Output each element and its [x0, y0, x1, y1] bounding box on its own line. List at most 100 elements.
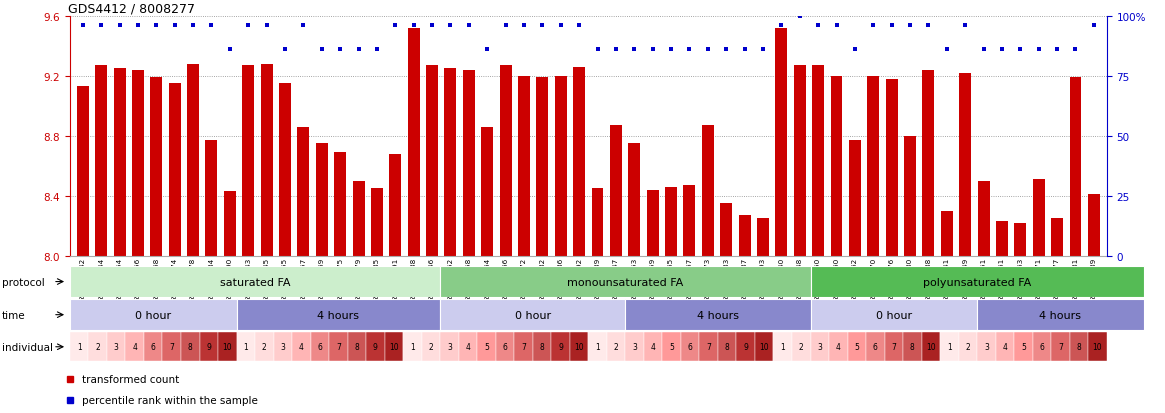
Bar [334, 153, 346, 256]
Point [73, 23, 92, 29]
Bar [403, 332, 422, 361]
Bar [736, 332, 755, 361]
Point [938, 47, 956, 53]
Bar [126, 332, 144, 361]
Point [772, 23, 791, 29]
Bar [224, 192, 235, 256]
Bar [70, 266, 440, 297]
Point [1085, 23, 1103, 29]
Point [790, 13, 809, 20]
Text: 4: 4 [299, 342, 304, 351]
Point [184, 23, 203, 29]
Bar [1015, 223, 1026, 256]
Text: 0 hour: 0 hour [135, 310, 171, 320]
Bar [353, 181, 365, 256]
Text: polyunsaturated FA: polyunsaturated FA [923, 277, 1031, 287]
Bar [316, 144, 327, 256]
Text: 10: 10 [223, 342, 232, 351]
Bar [370, 189, 383, 256]
Text: 8: 8 [539, 342, 544, 351]
Bar [261, 64, 273, 256]
Bar [866, 332, 884, 361]
Bar [885, 79, 898, 256]
Point [331, 47, 350, 53]
Bar [347, 332, 366, 361]
Bar [478, 332, 496, 361]
Bar [389, 154, 401, 256]
Bar [903, 332, 922, 361]
Bar [440, 332, 459, 361]
Bar [626, 332, 644, 361]
Point [974, 47, 993, 53]
Bar [255, 332, 274, 361]
Bar [144, 332, 162, 361]
Bar [70, 299, 236, 330]
Bar [274, 332, 292, 361]
Bar [422, 332, 440, 361]
Text: 2: 2 [966, 342, 970, 351]
Point [716, 47, 735, 53]
Point [882, 23, 901, 29]
Text: 9: 9 [558, 342, 563, 351]
Bar [1051, 332, 1069, 361]
Bar [113, 69, 126, 256]
Text: 9: 9 [206, 342, 211, 351]
Bar [89, 332, 107, 361]
Bar [592, 189, 603, 256]
Text: 7: 7 [169, 342, 175, 351]
Point [735, 47, 754, 53]
Text: 5: 5 [669, 342, 675, 351]
Bar [811, 332, 829, 361]
Bar [588, 332, 607, 361]
Text: 6: 6 [502, 342, 508, 351]
Bar [242, 66, 254, 256]
Bar [96, 66, 107, 256]
Text: 9: 9 [373, 342, 377, 351]
Point [534, 23, 552, 29]
Bar [1069, 78, 1081, 256]
Text: 1: 1 [595, 342, 600, 351]
Point [312, 47, 331, 53]
Bar [941, 211, 953, 256]
Text: 4: 4 [1002, 342, 1008, 351]
Bar [647, 190, 658, 256]
Bar [628, 144, 641, 256]
Bar [811, 299, 977, 330]
Point [368, 47, 387, 53]
Point [551, 23, 570, 29]
Text: 4: 4 [835, 342, 841, 351]
Text: 8: 8 [1076, 342, 1081, 351]
Bar [757, 218, 769, 256]
Bar [199, 332, 218, 361]
Text: time: time [2, 310, 26, 320]
Point [423, 23, 442, 29]
Text: 6: 6 [873, 342, 877, 351]
Point [404, 23, 423, 29]
Point [588, 47, 607, 53]
Bar [739, 216, 750, 256]
Bar [755, 332, 774, 361]
Bar [1069, 332, 1088, 361]
Bar [1088, 195, 1100, 256]
Bar [699, 332, 718, 361]
Text: protocol: protocol [2, 277, 44, 287]
Bar [701, 126, 714, 256]
Bar [829, 332, 847, 361]
Bar [1032, 180, 1045, 256]
Bar [181, 332, 199, 361]
Text: 8: 8 [910, 342, 915, 351]
Point [515, 23, 534, 29]
Text: 1: 1 [77, 342, 82, 351]
Bar [188, 64, 199, 256]
Text: 8: 8 [188, 342, 192, 351]
Bar [426, 66, 438, 256]
Bar [792, 332, 811, 361]
Point [203, 23, 221, 29]
Bar [77, 87, 89, 256]
Point [496, 23, 515, 29]
Point [276, 47, 295, 53]
Bar [70, 332, 89, 361]
Text: 3: 3 [281, 342, 285, 351]
Text: 5: 5 [483, 342, 489, 351]
Bar [408, 28, 419, 256]
